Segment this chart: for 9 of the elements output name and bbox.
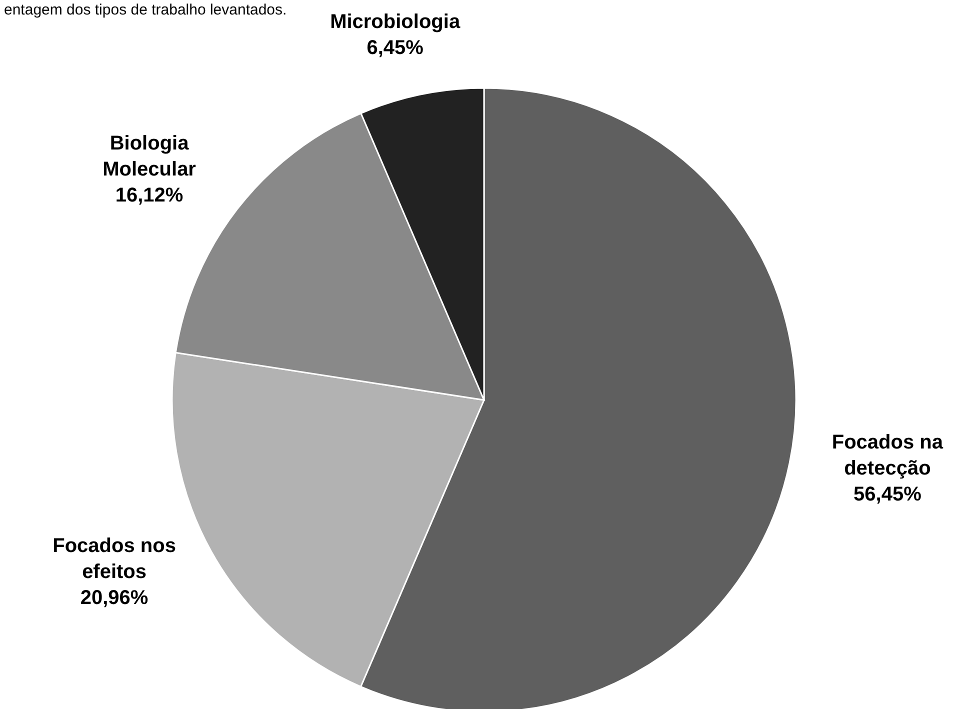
data-label: 56,45% [854, 483, 922, 506]
slice-label: Focados nos efeitos [52, 535, 176, 584]
data-label: 20,96% [80, 587, 148, 610]
data-label: 16,12% [115, 184, 184, 207]
slice-label: Biologia Molecular [102, 132, 196, 181]
slice-label: Microbiologia [330, 10, 461, 33]
chart-title: entagem dos tipos de trabalho levantados. [4, 1, 287, 18]
slice-label: Focados na detecção [832, 431, 944, 480]
data-label: 6,45% [366, 36, 424, 59]
